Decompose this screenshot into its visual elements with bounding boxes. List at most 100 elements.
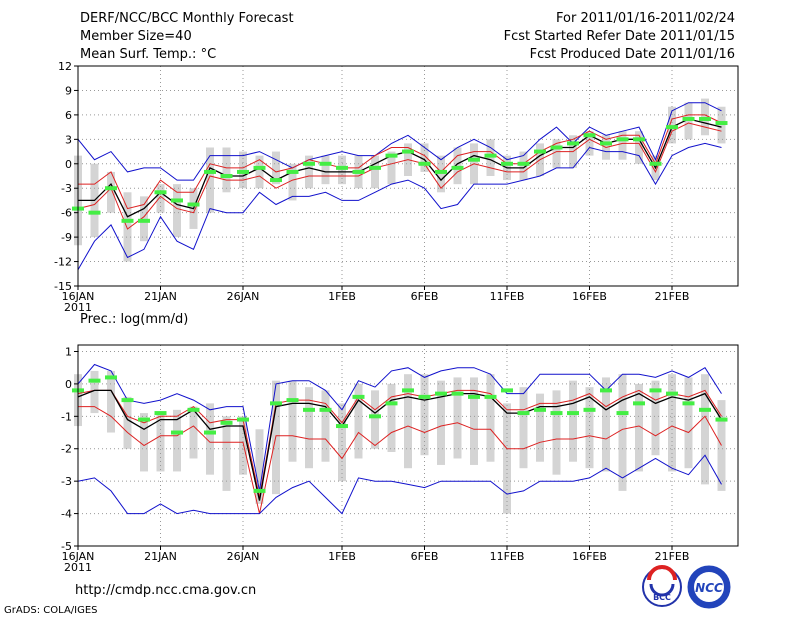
observed-marker [187,202,200,207]
observed-marker [88,378,101,383]
ensemble-range-bar [123,396,132,449]
observed-marker [121,398,134,403]
grads-credit: GrADS: COLA/IGES [4,605,98,616]
observed-marker [451,165,464,170]
forecast-period-label: For 2011/01/16-2011/02/24 [556,11,735,26]
y-tick-label: 3 [65,133,72,146]
ensemble-range-bar [453,377,462,459]
observed-marker [567,411,579,416]
ensemble-range-bar [519,387,528,469]
ensemble-range-bar [305,155,313,189]
observed-marker [501,161,513,166]
observed-marker [138,417,150,422]
x-tick-label: 21FEB [655,550,690,563]
observed-marker [270,178,282,183]
observed-marker [468,394,480,399]
ensemble-range-bar [651,380,660,456]
observed-marker [286,169,299,174]
observed-marker [501,388,513,393]
observed-marker [237,417,249,422]
x-tick-label: 21JAN [144,290,177,303]
ensemble-range-bar [371,155,379,189]
observed-marker [682,401,695,406]
fcst-produced-label: Fcst Produced Date 2011/01/16 [529,47,735,62]
ensemble-range-bar [305,387,313,469]
observed-marker [253,488,266,493]
observed-marker [649,161,662,166]
x-tick-label: 21JAN [144,550,177,563]
observed-marker [187,407,200,412]
ensemble-range-bar [156,413,165,472]
y-tick-label: -1 [61,410,72,423]
plot-frame [77,344,739,547]
observed-marker [336,424,348,429]
ensemble-range-bar [519,151,528,181]
observed-marker [105,186,117,191]
y-tick-label: 12 [58,60,72,73]
observed-marker [385,153,398,158]
observed-marker [468,157,480,162]
series-line-min [77,454,722,515]
ensemble-range-bar [255,429,264,504]
observed-marker [534,407,546,412]
ensemble-range-bar [140,413,148,472]
ensemble-range-bar [288,380,297,462]
observed-marker [666,125,678,130]
observed-marker [352,394,365,399]
ensemble-range-bar [618,131,627,160]
observed-marker [517,411,530,416]
observed-marker [583,407,596,412]
series-line-max [77,363,722,491]
observed-marker [517,161,530,166]
y-tick-label: -3 [61,475,72,488]
x-tick-label: 26JAN [227,550,260,563]
ensemble-range-bar [552,139,561,168]
series-line-min [77,142,722,270]
ensemble-range-bar [618,374,627,491]
observed-marker [418,161,431,166]
observed-marker [204,169,216,174]
observed-marker [633,137,645,142]
observed-marker [600,388,612,393]
observed-marker [336,165,348,170]
ensemble-range-bar [90,370,99,414]
variable-label: Mean Surf. Temp.: °C [80,47,217,62]
source-url-link[interactable]: http://cmdp.ncc.cma.gov.cn [75,583,257,598]
x-tick-label: 16JAN [62,550,95,563]
y-tick-label: -4 [61,508,72,521]
ensemble-range-bar [206,403,214,475]
observed-marker [369,414,381,419]
series-line-upper [77,389,722,498]
ensemble-range-bar [404,374,412,469]
ensemble-range-bar [239,151,247,189]
y-tick-label: 6 [65,109,72,122]
ensemble-range-bar [123,192,132,262]
observed-marker [616,137,629,142]
x-tick-label: 6FEB [411,290,439,303]
ensemble-range-bar [437,380,445,465]
observed-marker [369,165,381,170]
x-tick-label: 11FEB [490,290,525,303]
x-tick-label: 26JAN [227,290,260,303]
ensemble-range-bar [569,380,577,462]
ensemble-range-bar [321,155,330,185]
ensemble-range-bar [107,171,115,213]
x-tick-label: 1FEB [328,290,356,303]
observed-marker [649,388,662,393]
observed-marker [484,394,497,399]
ensemble-range-bar [140,196,148,242]
x-tick-label: 16FEB [572,290,607,303]
ensemble-range-bar [684,377,693,469]
observed-marker [402,149,414,154]
observed-marker [319,161,332,166]
observed-marker [319,407,332,412]
x-tick-label: 16FEB [572,550,607,563]
plot-frame [77,65,739,287]
observed-marker [220,174,233,178]
precip-panel-title: Prec.: log(mm/d) [80,312,188,327]
ensemble-range-bar [552,390,561,475]
x-tick-label: 1FEB [328,550,356,563]
observed-marker [171,198,183,203]
x-tick-sublabel: 2011 [64,561,92,574]
